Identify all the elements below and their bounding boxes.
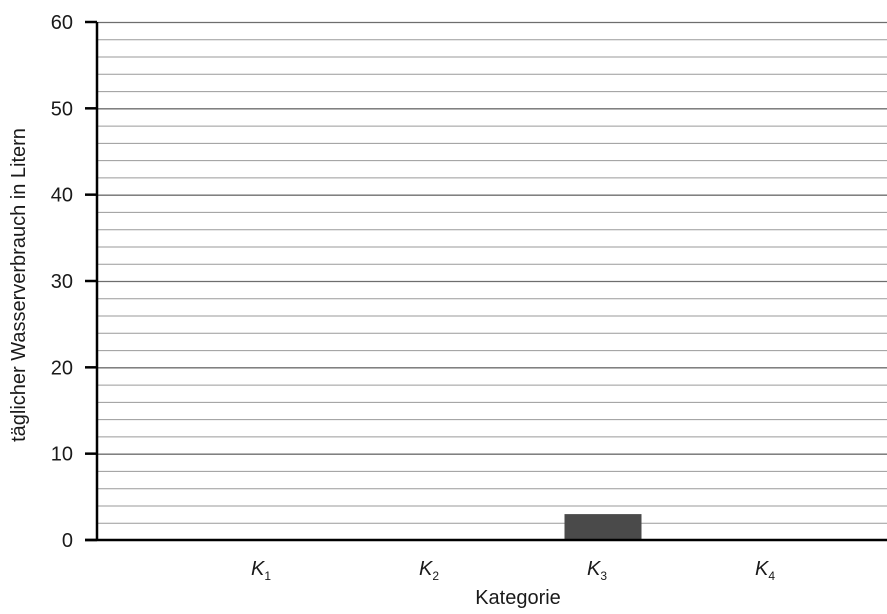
x-tick-label-subscript: 4 [768,569,775,583]
y-tick-label: 20 [51,357,73,379]
y-tick-label: 50 [51,98,73,120]
x-tick-label-base: K [755,558,770,580]
x-tick-label-base: K [251,558,266,580]
x-tick-label-base: K [587,558,602,580]
x-tick-label-subscript: 1 [264,569,271,583]
x-axis-label: Kategorie [475,587,561,609]
y-tick-label: 0 [62,530,73,552]
y-axis-label: täglicher Wasserverbrauch in Litern [8,128,30,442]
x-tick-label-base: K [419,558,434,580]
y-tick-labels: 0 10 20 30 40 50 60 [51,12,97,552]
y-tick-label: 10 [51,444,73,466]
x-tick-label: K2 [419,558,439,583]
x-tick-label: K3 [587,558,607,583]
x-tick-label: K1 [251,558,271,583]
x-tick-label: K4 [755,558,775,583]
y-tick-label: 30 [51,271,73,293]
bar-k3 [564,514,642,540]
bars [564,514,642,540]
x-tick-label-subscript: 3 [600,569,607,583]
x-tick-label-subscript: 2 [432,569,439,583]
x-tick-labels: K1 K2 K3 K4 [251,558,775,583]
y-tick-label: 40 [51,185,73,207]
y-tick-label: 60 [51,12,73,34]
grid [97,21,887,524]
